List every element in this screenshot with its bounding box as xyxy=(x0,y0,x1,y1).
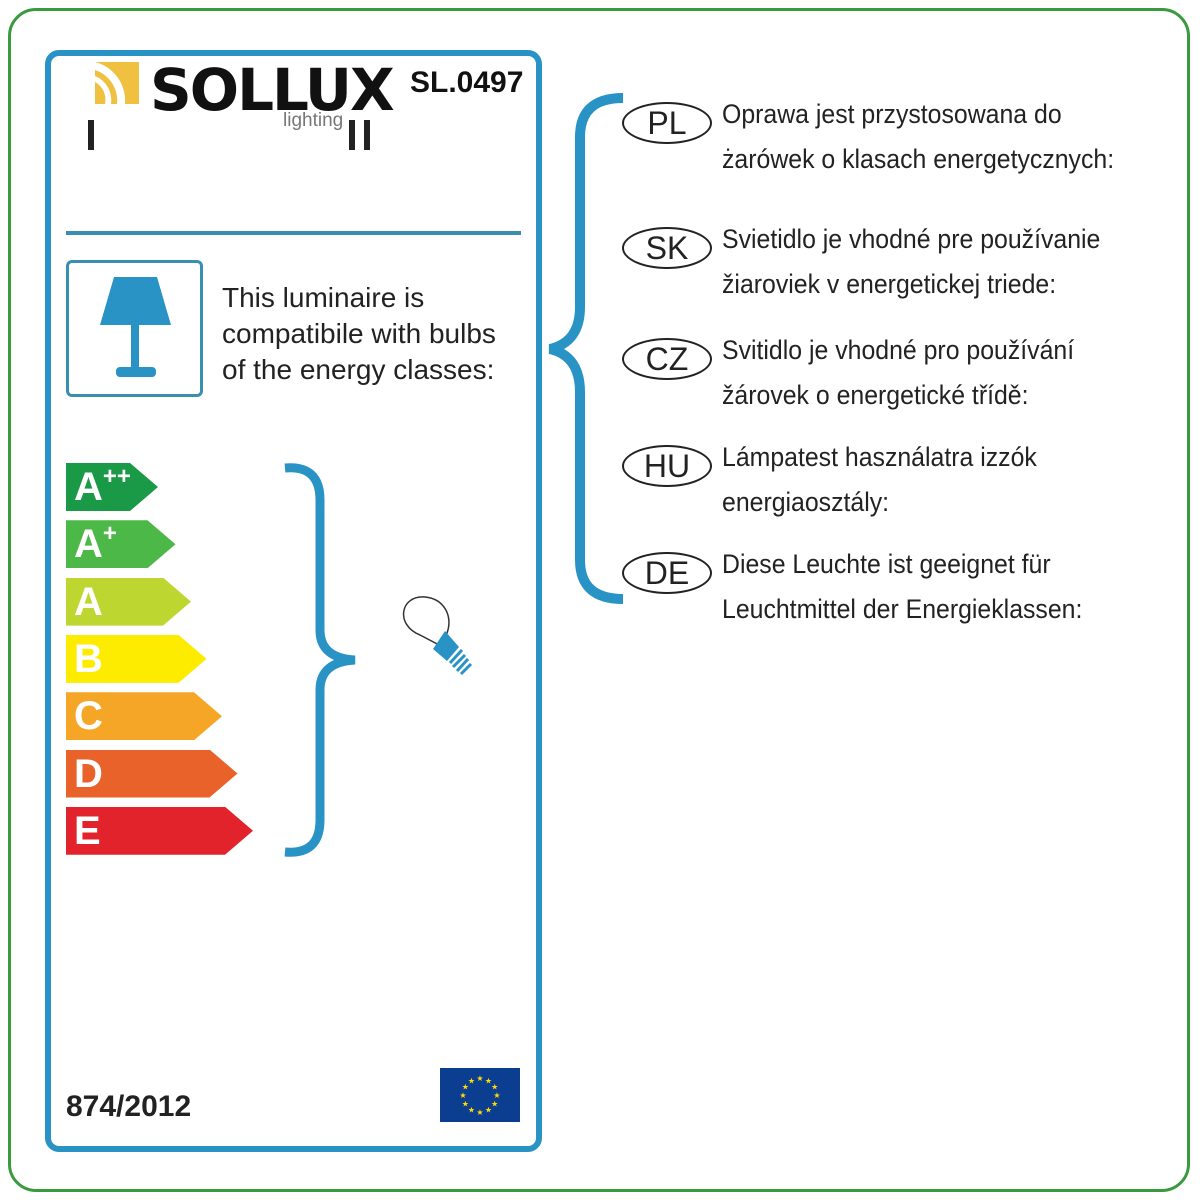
language-text: Svitidlo je vhodné pro používání žárovek … xyxy=(722,328,1074,418)
brand-name: SOLLUX xyxy=(150,56,395,124)
class-letter: D xyxy=(74,751,103,796)
star-icon: ★ xyxy=(459,1091,466,1100)
class-letter: B xyxy=(74,636,103,681)
compat-line: This luminaire is xyxy=(222,282,425,313)
star-icon: ★ xyxy=(485,1106,492,1115)
star-icon: ★ xyxy=(468,1106,475,1115)
text-line: Svitidlo je vhodné pro používání xyxy=(722,335,1075,365)
text-line: Leuchtmittel der Energieklassen: xyxy=(722,594,1083,624)
outer-border xyxy=(8,8,1190,1192)
star-icon: ★ xyxy=(476,1074,483,1083)
star-icon: ★ xyxy=(462,1083,469,1092)
class-sup: ++ xyxy=(102,463,131,490)
regulation-number: 874/2012 xyxy=(66,1090,192,1123)
mark-i xyxy=(88,120,94,150)
class-letter: A xyxy=(74,522,103,567)
energy-class-bar: E xyxy=(66,807,253,855)
star-icon: ★ xyxy=(485,1076,492,1085)
energy-class-bar: B xyxy=(66,635,207,683)
table-lamp-icon xyxy=(100,277,171,377)
language-text: Oprawa jest przystosowana do żarówek o kl… xyxy=(722,92,1114,182)
text-line: żarówek o klasach energetycznych: xyxy=(722,144,1115,174)
language-code-pl: PL xyxy=(622,102,712,144)
language-text: Svietidlo je vhodné pre používanie žiarov… xyxy=(722,217,1100,307)
compat-line: compatibile with bulbs xyxy=(222,318,496,349)
mark-ii xyxy=(364,120,370,150)
brace-icon xyxy=(284,463,356,857)
divider xyxy=(66,231,521,235)
star-icon: ★ xyxy=(476,1108,483,1117)
text-line: Diese Leuchte ist geeignet für xyxy=(722,549,1051,579)
class-letter: A xyxy=(74,465,103,509)
bulb-icon xyxy=(403,596,473,676)
compat-line: of the energy classes: xyxy=(222,354,495,385)
language-text: Diese Leuchte ist geeignet für Leuchtmitt… xyxy=(722,542,1082,632)
energy-class-bar: A xyxy=(66,578,191,626)
energy-class-bar: D xyxy=(66,750,238,798)
text-line: Oprawa jest przystosowana do xyxy=(722,99,1062,129)
language-text: Lámpatest használatra izzók energiaosztál… xyxy=(722,435,1037,525)
text-line: Svietidlo je vhodné pre používanie xyxy=(722,224,1101,254)
class-letter: C xyxy=(74,694,103,739)
sollux-logo-icon xyxy=(95,62,139,104)
text-line: žárovek o energetické třídě: xyxy=(722,380,1029,410)
mark-ii xyxy=(349,120,355,150)
brand-sub: lighting xyxy=(283,110,344,131)
star-icon: ★ xyxy=(468,1076,475,1085)
large-brace-icon xyxy=(548,93,624,604)
class-letter: E xyxy=(74,808,101,853)
class-sup: + xyxy=(102,520,117,548)
text-line: žiaroviek v energetickej triede: xyxy=(722,269,1057,299)
star-icon: ★ xyxy=(462,1100,469,1109)
eu-stars-icon: ★ ★★★★★★★★★★★ xyxy=(459,1074,500,1117)
lamp-icon-box xyxy=(66,260,203,397)
model-code: SL.0497 xyxy=(410,66,524,99)
language-code-hu: HU xyxy=(622,445,712,487)
label-panel xyxy=(45,50,542,1152)
text-line: Lámpatest használatra izzók xyxy=(722,442,1037,472)
star-icon: ★ xyxy=(493,1091,500,1100)
class-letter: A xyxy=(74,579,103,624)
star-icon: ★ xyxy=(491,1100,498,1109)
language-code-cz: CZ xyxy=(622,338,712,380)
language-code-sk: SK xyxy=(622,227,712,269)
star-icon: ★ xyxy=(491,1083,498,1092)
compat-text: This luminaire is compatibile with bulbs… xyxy=(222,280,496,388)
eu-flag: ★ ★ ★ ★ ★ ★ ★ ★ ★ ★ ★ ★ xyxy=(440,1068,520,1122)
energy-class-bar: C xyxy=(66,692,222,740)
text-line: energiaosztály: xyxy=(722,487,890,517)
language-code-de: DE xyxy=(622,552,712,594)
